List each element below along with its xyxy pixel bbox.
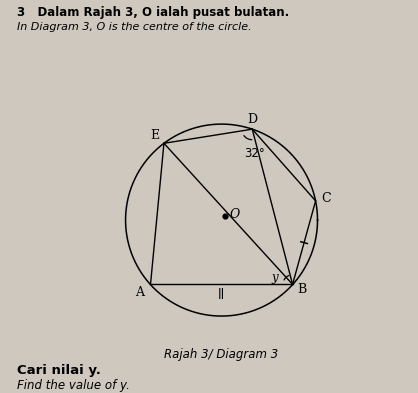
- Text: Cari nilai y.: Cari nilai y.: [17, 364, 101, 376]
- Text: y: y: [271, 271, 278, 284]
- Text: O: O: [230, 208, 240, 221]
- Text: In Diagram 3, O is the centre of the circle.: In Diagram 3, O is the centre of the cir…: [17, 22, 251, 31]
- Text: Find the value of y.: Find the value of y.: [17, 379, 130, 392]
- Text: A: A: [135, 286, 145, 299]
- Text: Rajah 3/ Diagram 3: Rajah 3/ Diagram 3: [164, 348, 279, 361]
- Text: ||: ||: [218, 288, 225, 299]
- Text: 32°: 32°: [244, 147, 265, 160]
- Text: 3   Dalam Rajah 3, O ialah pusat bulatan.: 3 Dalam Rajah 3, O ialah pusat bulatan.: [17, 6, 289, 19]
- Text: B: B: [298, 283, 307, 296]
- Text: E: E: [150, 129, 159, 142]
- Text: C: C: [321, 193, 331, 206]
- Text: D: D: [247, 113, 257, 126]
